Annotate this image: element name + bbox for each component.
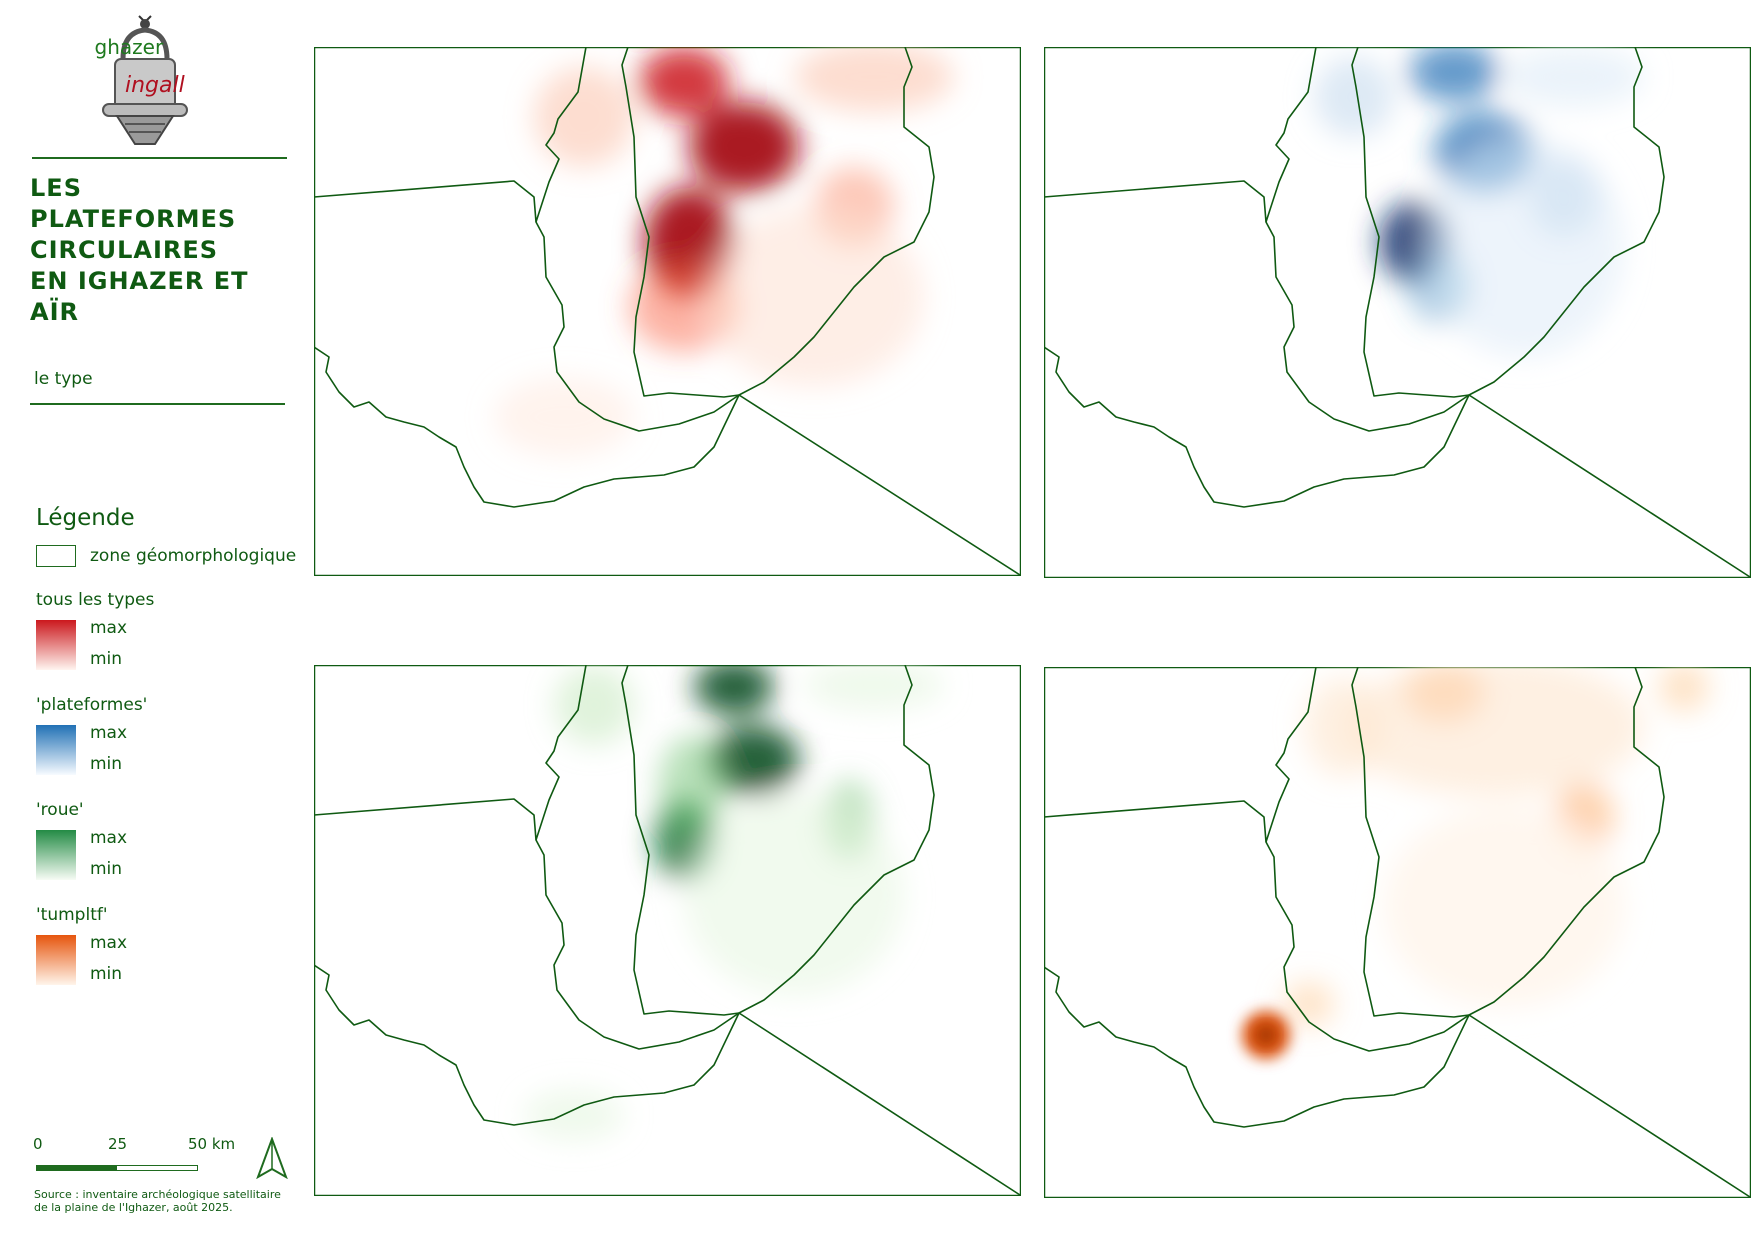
- legend-heading-plateformes: 'plateformes': [36, 695, 148, 715]
- source-line-2: de la plaine de l'Ighazer, août 2025.: [34, 1201, 233, 1214]
- subtitle-divider: [30, 403, 285, 405]
- top-divider: [32, 157, 287, 159]
- ramp-blue-min: min: [90, 754, 123, 774]
- map-tumpltf: [1044, 667, 1751, 1198]
- title-line-1: LES PLATEFORMES: [30, 174, 237, 233]
- title-line-2: CIRCULAIRES: [30, 236, 219, 264]
- ramp-orange-min: min: [90, 964, 123, 984]
- map-roue: [314, 665, 1021, 1196]
- map-subtitle: le type: [34, 369, 93, 389]
- ramp-red-max: max: [90, 618, 128, 638]
- ramp-green-max: max: [90, 828, 128, 848]
- logo-icon: ighazer ingall: [95, 15, 188, 148]
- title-line-3: EN IGHAZER ET AÏR: [30, 267, 249, 326]
- scale-label-50: 50 km: [188, 1135, 236, 1153]
- legend-heading-all: tous les types: [36, 590, 155, 610]
- scale-label-0: 0: [33, 1135, 43, 1153]
- ramp-green-min: min: [90, 859, 123, 879]
- map-plateformes: [1044, 47, 1751, 578]
- legend-heading-roue: 'roue': [36, 800, 84, 820]
- map-title: LES PLATEFORMES CIRCULAIRES EN IGHAZER E…: [30, 173, 290, 328]
- legend-heading-tumpltf: 'tumpltf': [36, 905, 108, 925]
- scale-bar: [36, 1165, 198, 1171]
- ramp-red: [36, 620, 76, 670]
- map-all-types: [314, 47, 1021, 576]
- ramp-blue: [36, 725, 76, 775]
- logo-text-bottom: ingall: [125, 73, 185, 98]
- map-sidebar: ighazer ingall LES PLATEFORMES CIRCULAIR…: [0, 0, 310, 1240]
- legend-title: Légende: [36, 505, 135, 531]
- ramp-orange: [36, 935, 76, 985]
- zone-label: zone géomorphologique: [90, 546, 297, 566]
- source-line-1: Source : inventaire archéologique satell…: [34, 1188, 281, 1201]
- scale-label-25: 25: [108, 1135, 128, 1153]
- ramp-green: [36, 830, 76, 880]
- ramp-red-min: min: [90, 649, 123, 669]
- zone-swatch: [36, 545, 76, 567]
- source-note: Source : inventaire archéologique satell…: [34, 1188, 304, 1214]
- logo-text-top: ighazer: [95, 35, 164, 59]
- ramp-blue-max: max: [90, 723, 128, 743]
- north-arrow-icon: [256, 1137, 288, 1179]
- ramp-orange-max: max: [90, 933, 128, 953]
